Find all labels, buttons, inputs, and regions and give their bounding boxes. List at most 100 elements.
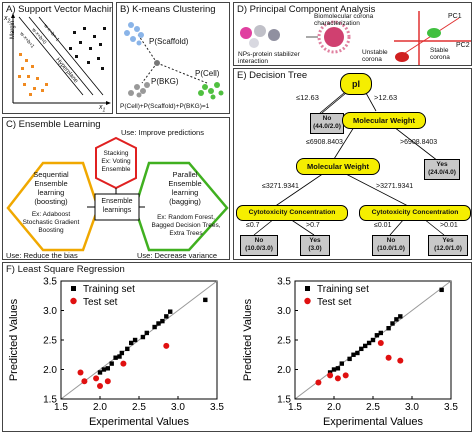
stacking-text: Stacking Ex: Voting Ensemble — [101, 150, 131, 173]
regression-chart-left: 1.5 2.0 2.5 3.0 3.5 1.5 2.0 2.5 3.0 3.5 Experiment… — [8, 277, 224, 429]
x-tick-label: 3.5 — [444, 402, 458, 413]
kmeans-cell-cluster — [198, 82, 224, 100]
y-tick-label: 1.5 — [277, 395, 291, 406]
panel-pca: D) Principal Component Analysis Biomolec… — [233, 2, 472, 66]
training-point — [370, 337, 376, 343]
tree-leaf-4: Yes (3.0) — [300, 235, 330, 256]
tree-leaf-5: No (10.0/1.0) — [372, 235, 410, 256]
training-point — [394, 317, 399, 322]
y-tick-label: 3.0 — [43, 306, 57, 317]
stable-corona-icon — [427, 28, 441, 38]
kmeans-bkg-cluster — [128, 82, 150, 98]
sequential-example: Ex: Adaboost Stochastic Gradient Boostin… — [22, 211, 80, 234]
training-point — [374, 333, 380, 338]
training-point — [378, 330, 383, 336]
svm-x2-label: x2 — [4, 15, 11, 25]
y-tick-label: 3.0 — [277, 306, 291, 317]
tree-root-node: pI — [340, 73, 372, 95]
legend-training-marker — [71, 286, 76, 291]
ensemble-use-top: Use: Improve predictions — [121, 128, 204, 137]
training-point — [390, 321, 395, 326]
training-point — [97, 370, 103, 375]
panel-ensemble: C) Ensemble Learning Use: Improve predic… — [2, 117, 230, 260]
x-tick-label: 2.0 — [327, 402, 341, 413]
svm-margin-top — [18, 16, 84, 96]
training-point — [132, 337, 138, 343]
ensemble-center-text: Ensemble learnings — [101, 198, 133, 214]
tree-leaf-3: No (10.0/3.0) — [240, 235, 278, 256]
x-tick-label: 3.0 — [405, 402, 419, 413]
training-point — [168, 309, 173, 314]
panel-kmeans: B) K-means Clustering P(Scaffold) P(BKG)… — [116, 2, 230, 114]
training-point — [351, 352, 356, 357]
training-point — [113, 355, 118, 360]
svm-class-black — [69, 27, 106, 70]
x-tick-label: 3.5 — [210, 402, 224, 413]
x-tick-label: 2.0 — [93, 402, 107, 413]
test-point — [81, 378, 88, 385]
training-point — [203, 297, 208, 303]
pca-stable-label: Stable corona — [430, 47, 450, 61]
test-point — [342, 372, 349, 379]
tree-edges — [253, 92, 445, 236]
parallel-example: Ex: Random Forest, Bagged Decision Trees… — [151, 214, 221, 237]
training-point — [439, 287, 444, 293]
regression-chart-right: 1.5 2.0 2.5 3.0 3.5 1.5 2.0 2.5 3.0 3.5 Experiment… — [242, 277, 458, 429]
training-point — [366, 340, 372, 346]
svm-x1-label: x1 — [99, 104, 106, 114]
pca-unstable-label: Unstable corona — [362, 49, 388, 63]
tree-leaf-2: Yes (24.0/4.0) — [424, 159, 460, 180]
y-tick-label: 1.5 — [43, 395, 57, 406]
svm-margin-label: Margin — [10, 20, 16, 39]
y-tick-label: 2.0 — [277, 365, 291, 376]
legend-training-marker — [305, 286, 310, 291]
tree-mw1-left-cond: ≤6908.8403 — [306, 139, 343, 146]
svm-hyperplane-line — [28, 16, 94, 96]
y-tick-label: 3.5 — [43, 277, 57, 288]
tree-root-left-cond: ≤12.63 — [296, 93, 319, 102]
pca-pc2-label: PC2 — [456, 42, 470, 49]
test-point — [120, 360, 127, 367]
tree-cc-node-1: Cytotoxicity Concentration — [236, 205, 348, 221]
tree-cc2-right-cond: >0.01 — [440, 222, 458, 229]
test-point — [377, 339, 384, 346]
kmeans-centroid — [154, 60, 160, 66]
tree-cc1-left-cond: ≤0.7 — [246, 222, 260, 229]
panel-ensemble-title: C) Ensemble Learning — [6, 119, 101, 130]
panel-tree-title: E) Decision Tree — [237, 70, 308, 81]
tree-mw1-right-cond: >6908.8403 — [400, 139, 438, 146]
tree-cc1-right-cond: >0.7 — [306, 222, 320, 229]
training-point — [105, 366, 110, 371]
sequential-hexagon — [6, 161, 100, 252]
x-tick-label: 3.0 — [171, 402, 185, 413]
training-point — [119, 350, 125, 356]
panel-regression: F) Least Square Regression 1.5 2.0 2.5 3.0 3… — [2, 262, 472, 432]
test-point — [385, 354, 392, 361]
tree-leaf-1: No (44.0/2.0) — [310, 113, 344, 134]
y-axis-label: Predicted Values — [242, 298, 254, 381]
identity-line — [60, 280, 218, 400]
panel-kmeans-title: B) K-means Clustering — [120, 4, 216, 15]
sequential-text: Sequential Ensemble learning (boosting) — [33, 170, 69, 206]
tree-mw2-right-cond: >3271.9341 — [376, 183, 414, 190]
test-point — [104, 378, 111, 385]
x-axis-label: Experimental Values — [323, 416, 424, 428]
test-point — [334, 375, 341, 382]
panel-svm: A) Support Vector Machines Margin w·x+b=… — [2, 2, 113, 114]
kmeans-formula: P(Cell)+P(Scaffold)+P(BKG)=1 — [120, 103, 210, 110]
test-point — [97, 383, 103, 390]
training-point — [386, 326, 391, 331]
tree-cc2-left-cond: ≤0.01 — [374, 222, 392, 229]
tree-mw-node-2: Molecular Weight — [296, 158, 380, 175]
ensemble-center-box — [94, 193, 140, 221]
tree-leaf-6: Yes (12.0/1.0) — [428, 235, 468, 256]
y-tick-label: 2.5 — [43, 336, 57, 347]
training-point — [164, 314, 169, 319]
corona-icon — [306, 20, 351, 54]
kmeans-cell-label: P(Cell) — [195, 69, 220, 78]
test-point — [327, 372, 334, 379]
test-point — [77, 369, 84, 376]
kmeans-scaffold-label: P(Scaffold) — [149, 37, 189, 46]
training-point — [125, 346, 130, 352]
parallel-text: Parallel Ensemble learning (bagging) — [168, 170, 202, 206]
